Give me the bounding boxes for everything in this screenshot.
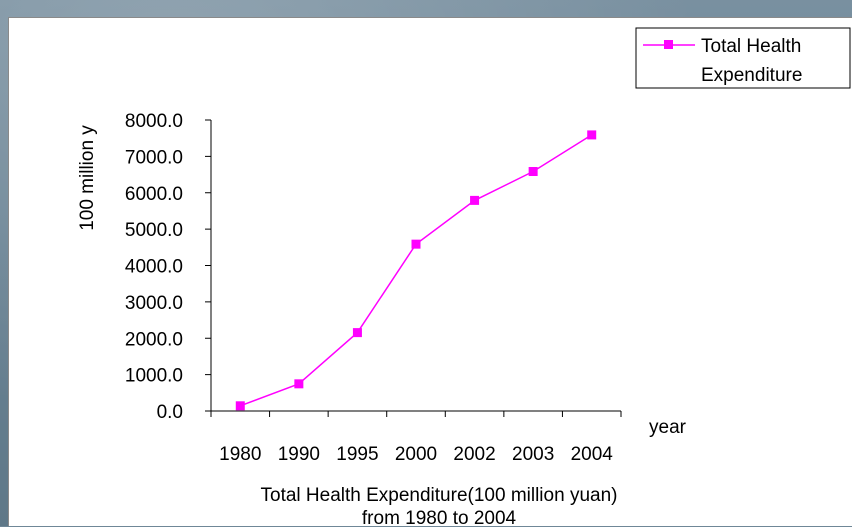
chart-subtitle: from 1980 to 2004 <box>362 508 517 527</box>
data-point <box>528 167 538 177</box>
legend: Total Health Expenditure <box>635 27 851 89</box>
data-point <box>294 379 304 389</box>
data-point <box>235 401 245 411</box>
x-tick-label: 1990 <box>278 444 320 465</box>
y-axis-ticks: 0.0 1000.0 2000.0 3000.0 4000.0 5000.0 6000.0 7… <box>125 111 211 423</box>
y-axis-title: 100 million y <box>77 125 98 231</box>
series-line <box>240 134 593 407</box>
chart-title: Total Health Expenditure(100 million yua… <box>261 485 618 506</box>
y-tick-label: 6000.0 <box>125 184 183 205</box>
axes <box>210 120 621 412</box>
y-tick-label: 8000.0 <box>125 111 183 132</box>
legend-marker <box>664 40 673 49</box>
y-tick-label: 0.0 <box>157 402 183 423</box>
data-point <box>352 328 362 338</box>
x-tick-label: 2000 <box>395 444 437 465</box>
x-tick-label: 1995 <box>336 444 378 465</box>
x-tick-label: 2004 <box>571 444 614 465</box>
data-point <box>587 130 597 140</box>
data-point <box>411 239 421 249</box>
y-tick-label: 4000.0 <box>125 257 183 278</box>
y-tick-label: 1000.0 <box>125 366 183 387</box>
line-chart: 0.0 1000.0 2000.0 3000.0 4000.0 5000.0 6000.0 7… <box>77 27 851 527</box>
legend-label-line1: Total Health <box>701 36 801 57</box>
y-tick-label: 2000.0 <box>125 329 183 350</box>
y-tick-label: 7000.0 <box>125 147 183 168</box>
legend-label-line2: Expenditure <box>701 65 802 86</box>
x-tick-label: 2003 <box>512 444 554 465</box>
legend-box <box>635 27 851 89</box>
x-axis-ticks: 1980 1990 1995 2000 2002 2003 2004 <box>210 411 622 465</box>
x-tick-label: 2002 <box>453 444 495 465</box>
x-axis-title: year <box>649 417 687 438</box>
chart-panel: 0.0 1000.0 2000.0 3000.0 4000.0 5000.0 6000.0 7… <box>8 17 852 527</box>
x-tick-label: 1980 <box>219 444 261 465</box>
y-tick-label: 5000.0 <box>125 220 183 241</box>
data-point <box>470 195 480 205</box>
y-tick-label: 3000.0 <box>125 293 183 314</box>
series-layer <box>235 130 597 411</box>
